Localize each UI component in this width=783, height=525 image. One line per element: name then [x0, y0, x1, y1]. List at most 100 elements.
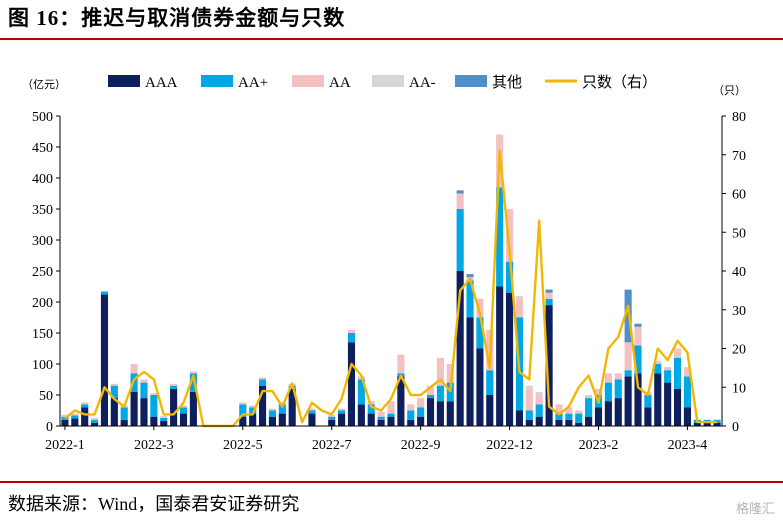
legend-swatch-AAA: [108, 75, 140, 87]
bar-AAA: [456, 271, 464, 426]
right-tick-label: 30: [732, 304, 746, 319]
x-tick-label: 2022-5: [223, 438, 263, 453]
bar-AAA: [555, 419, 563, 426]
bar-AAA: [604, 401, 612, 426]
bar-AAA: [328, 419, 336, 426]
bar-AA: [585, 395, 593, 399]
bar-AAA: [585, 416, 593, 426]
bar-AA: [446, 364, 454, 383]
bar-AA: [258, 377, 267, 380]
bar-AA+: [654, 364, 662, 374]
bar-AAA: [476, 348, 484, 426]
legend-label: AA: [329, 75, 351, 91]
bar-AA: [61, 414, 69, 417]
bar-AAA: [624, 376, 632, 426]
bar-AAA: [525, 419, 533, 426]
bar-AA: [397, 354, 405, 374]
legend-label: AA+: [238, 75, 268, 91]
bar-AAA: [150, 416, 158, 426]
bar-AA: [308, 408, 316, 411]
bar-AA: [328, 414, 336, 417]
bars: [61, 134, 721, 426]
data-source: 数据来源：Wind，国泰君安证券研究: [8, 494, 300, 514]
bar-AAA: [278, 413, 286, 426]
legend-label: AA-: [409, 75, 436, 91]
bar-AAA: [575, 422, 583, 426]
left-tick-label: 150: [32, 327, 53, 342]
legend: AAA AA+ AA AA- 其他 只数（右）: [108, 74, 657, 91]
bar-AAA: [268, 416, 276, 426]
bar-AA+: [328, 416, 336, 420]
bar-AA: [189, 371, 197, 374]
bar-AA+: [545, 298, 553, 306]
bar-AAA: [496, 286, 504, 426]
bar-AA+: [150, 395, 158, 417]
bar-AA: [594, 388, 603, 395]
bar-AAA: [338, 413, 346, 426]
bar-AA+: [417, 407, 425, 417]
left-tick-label: 250: [32, 265, 53, 280]
x-tick-label: 2023-2: [579, 438, 619, 453]
left-axis: 0 50 100 150 200 250 300 350 400 450 500: [32, 110, 61, 435]
bar-AA+: [179, 407, 188, 414]
bar-AAA: [249, 413, 257, 426]
left-tick-label: 0: [46, 420, 53, 435]
bar-AA: [673, 348, 682, 358]
bar-AAA: [81, 407, 89, 426]
bar-AAA: [397, 376, 405, 426]
bar-AA+: [506, 261, 514, 293]
bar-其他: [634, 323, 642, 327]
bar-AAA: [703, 422, 711, 426]
legend-swatch-AA-: [372, 75, 404, 87]
bar-AA+: [426, 395, 435, 399]
bar-AA: [555, 404, 563, 414]
bar-AA+: [249, 407, 257, 414]
legend-swatch-AA+: [201, 75, 233, 87]
bar-AA+: [614, 379, 622, 399]
bar-AA+: [466, 280, 474, 318]
left-tick-label: 400: [32, 172, 53, 187]
bar-AA: [565, 407, 573, 414]
legend-swatch-AA: [292, 75, 324, 87]
bar-AAA: [407, 419, 415, 426]
bar-AAA: [654, 373, 662, 426]
bar-AAA: [565, 419, 573, 426]
bar-AA: [407, 404, 415, 411]
bar-AA+: [357, 379, 365, 405]
right-tick-label: 10: [732, 381, 746, 396]
bar-AAA: [535, 416, 543, 426]
footer-rule: [0, 481, 783, 483]
bar-AAA: [644, 407, 652, 426]
bar-AA+: [535, 404, 543, 417]
bar-AA+: [239, 404, 247, 417]
bar-AA+: [604, 382, 612, 402]
watermark: 格隆汇: [735, 502, 775, 517]
bar-AA+: [664, 370, 672, 383]
bar-AAA: [417, 416, 425, 426]
bar-AA+: [644, 395, 652, 408]
count-line: [64, 149, 718, 428]
bar-AA: [614, 373, 622, 380]
bar-AAA: [545, 305, 553, 426]
bar-AAA: [357, 404, 365, 426]
bar-AA+: [673, 357, 682, 389]
bar-AA+: [71, 415, 79, 419]
bar-AA+: [585, 398, 593, 417]
bar-AA+: [496, 187, 504, 287]
bar-AAA: [515, 410, 524, 426]
bar-AAA: [387, 416, 395, 426]
bar-AA+: [120, 407, 128, 420]
bar-AA+: [347, 333, 356, 343]
bar-AA+: [476, 317, 484, 349]
bar-AAA: [594, 407, 603, 426]
right-tick-label: 40: [732, 265, 746, 280]
bar-AA+: [377, 416, 385, 420]
bar-AA+: [387, 413, 395, 417]
bar-AA: [417, 398, 425, 408]
bar-AA: [436, 357, 444, 386]
bar-AA: [130, 364, 138, 374]
bar-AA: [575, 410, 583, 414]
left-tick-label: 450: [32, 141, 53, 156]
legend-swatch-其他: [455, 75, 487, 87]
left-tick-label: 100: [32, 358, 53, 373]
